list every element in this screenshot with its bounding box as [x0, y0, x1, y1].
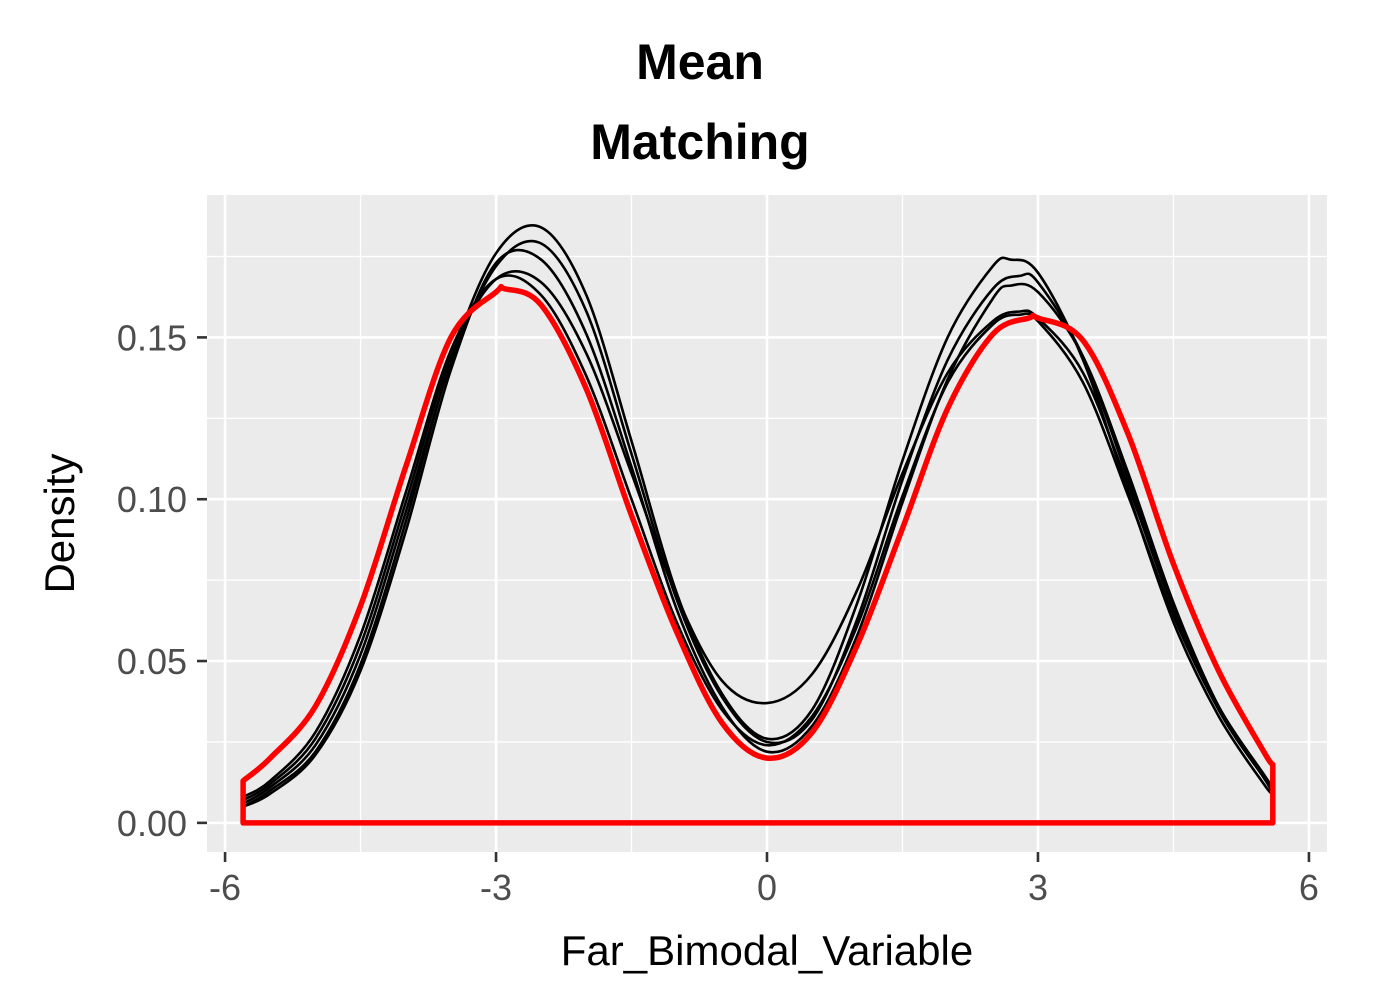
x-tick-label: 3 — [1028, 867, 1048, 908]
axes: -6 -3 0 3 6 0.00 0.05 0.10 0.15 — [117, 317, 1319, 908]
series-matched-line-3 — [242, 270, 1274, 802]
series-original-line — [240, 283, 1276, 826]
x-tick-label: -3 — [480, 867, 512, 908]
y-tick-label: 0.00 — [117, 803, 187, 844]
y-tick-label: 0.10 — [117, 479, 187, 520]
chart-title: Mean Matching — [0, 22, 1400, 182]
x-tick-label: 6 — [1299, 867, 1319, 908]
y-tick-label: 0.15 — [117, 317, 187, 358]
x-tick-label: 0 — [757, 867, 777, 908]
y-axis-title: Density — [36, 453, 83, 593]
series-matched-line-1 — [242, 224, 1274, 808]
series-lines — [240, 224, 1276, 826]
x-axis-title: Far_Bimodal_Variable — [561, 927, 973, 974]
series-matched-line-4 — [242, 274, 1274, 799]
chart-title-line-2: Matching — [590, 114, 810, 170]
y-tick-label: 0.05 — [117, 641, 187, 682]
chart-title-line-1: Mean — [636, 34, 764, 90]
series-matched-line-5 — [242, 248, 1274, 808]
x-tick-label: -6 — [209, 867, 241, 908]
